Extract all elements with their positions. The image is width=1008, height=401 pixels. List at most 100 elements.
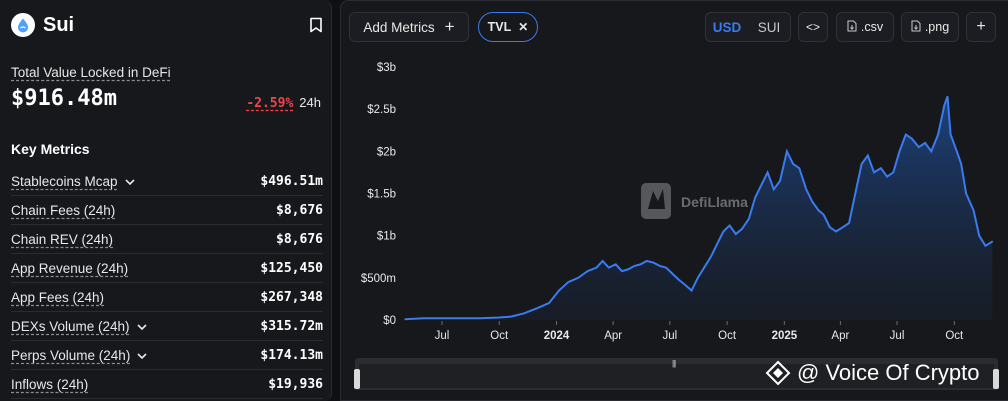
tvl-data-point xyxy=(956,150,958,153)
tvl-data-point xyxy=(972,209,975,212)
range-brush[interactable]: ||| xyxy=(354,358,999,390)
tvl-data-point xyxy=(946,95,949,98)
metric-name: Stablecoins Mcap xyxy=(11,174,135,189)
x-tick-label: Oct xyxy=(718,330,737,342)
tvl-data-point xyxy=(930,150,933,153)
metric-row: Inflows (24h) $19,936 xyxy=(11,370,323,399)
tvl-area xyxy=(405,96,993,320)
tvl-data-point xyxy=(766,171,769,174)
tvl-data-point xyxy=(697,277,699,279)
tvl-label[interactable]: Total Value Locked in DeFi xyxy=(11,65,171,80)
add-metrics-button[interactable]: Add Metrics + xyxy=(349,12,469,42)
chain-overview-panel: Sui Total Value Locked in DeFi $916.48m … xyxy=(0,0,332,401)
tvl-data-point xyxy=(577,277,580,279)
key-metrics-title: Key Metrics xyxy=(11,141,90,157)
x-tick-label: Apr xyxy=(831,330,849,342)
chevron-down-icon[interactable] xyxy=(136,319,147,334)
tvl-data-point xyxy=(659,265,661,267)
tvl-data-point xyxy=(924,142,926,144)
tvl-points xyxy=(404,95,994,321)
more-options-button[interactable]: + xyxy=(966,12,996,42)
metric-row[interactable]: Stablecoins Mcap $496.51m xyxy=(11,167,323,196)
sui-logo-icon xyxy=(11,13,35,37)
bookmark-icon[interactable] xyxy=(309,17,323,38)
tvl-data-point xyxy=(601,260,604,262)
metric-row[interactable]: DEXs Volume (24h) $315.72m xyxy=(11,312,323,341)
currency-sui-option[interactable]: SUI xyxy=(757,19,781,35)
y-axis: $0 $500m $1b $1.5b $2b $2.5b $3b xyxy=(361,62,396,327)
metric-row[interactable]: Perps Volume (24h) $174.13m xyxy=(11,341,323,370)
x-tick-label: 2025 xyxy=(772,330,798,342)
tvl-data-point xyxy=(716,243,718,245)
metric-label[interactable]: Chain Fees (24h) xyxy=(11,202,116,218)
tvl-data-point xyxy=(735,233,737,235)
tvl-data-point xyxy=(898,150,901,153)
tvl-data-point xyxy=(984,245,987,247)
download-png-button[interactable]: .png xyxy=(901,12,959,42)
chart-panel: Add Metrics + TVL ✕ USD SUI <> .csv .png xyxy=(340,0,1008,401)
defillama-watermark-text: DefiLlama xyxy=(681,194,748,210)
metric-value: $8,676 xyxy=(276,231,323,247)
overlay-watermark: @ Voice Of Crypto xyxy=(765,360,980,386)
currency-toggle: USD SUI xyxy=(705,12,791,42)
tvl-data-point xyxy=(722,230,725,233)
close-icon[interactable]: ✕ xyxy=(518,20,529,34)
brush-handle-right[interactable] xyxy=(993,369,999,389)
brush-handle-left[interactable] xyxy=(354,369,360,389)
tvl-data-point xyxy=(523,312,525,315)
png-label: .png xyxy=(924,20,950,34)
tvl-data-point xyxy=(817,209,820,212)
tvl-data-point xyxy=(548,302,550,304)
chevron-down-icon[interactable] xyxy=(124,174,135,189)
tvl-change-percent: -2.59% xyxy=(246,96,294,111)
tvl-data-point xyxy=(710,256,712,258)
tvl-change: -2.59% 24h xyxy=(246,95,321,111)
tvl-data-point xyxy=(978,234,980,237)
tvl-data-point xyxy=(965,192,967,195)
chevron-down-icon[interactable] xyxy=(137,348,147,363)
metric-label[interactable]: App Fees (24h) xyxy=(11,289,105,305)
metric-label[interactable]: Stablecoins Mcap xyxy=(11,173,118,189)
csv-label: .csv xyxy=(860,20,884,34)
chain-header: Sui xyxy=(11,12,325,38)
metric-row: App Fees (24h) $267,348 xyxy=(11,283,323,312)
embed-code-button[interactable]: <> xyxy=(798,12,828,42)
x-tick-label: 2024 xyxy=(544,330,570,342)
download-csv-button[interactable]: .csv xyxy=(836,12,894,42)
metric-value: $19,936 xyxy=(268,376,323,392)
tvl-data-point xyxy=(671,272,674,275)
metric-name: Chain Fees (24h) xyxy=(11,203,115,218)
tvl-data-point xyxy=(873,171,875,174)
overlay-watermark-text: @ Voice Of Crypto xyxy=(797,360,980,385)
plus-icon: + xyxy=(976,18,986,35)
brush-grip-icon[interactable]: ||| xyxy=(672,359,676,368)
tvl-data-point xyxy=(822,213,825,216)
metric-label[interactable]: DEXs Volume (24h) xyxy=(11,318,130,334)
x-tick-label: Oct xyxy=(490,330,509,342)
metric-label[interactable]: App Revenue (24h) xyxy=(11,260,129,276)
tvl-data-point xyxy=(991,240,994,243)
tvl-data-point xyxy=(510,315,512,318)
tvl-data-point xyxy=(646,260,648,262)
tvl-data-point xyxy=(586,270,589,272)
tvl-area-chart[interactable]: DefiLlama $0 $500m $1b $1.5b $2b $2.5b $3b Jul… xyxy=(341,51,1008,351)
metric-label[interactable]: Chain REV (24h) xyxy=(11,231,114,247)
x-tick-label: Oct xyxy=(945,330,964,342)
tvl-data-point xyxy=(779,180,781,182)
chain-name: Sui xyxy=(43,13,75,36)
tvl-metric-chip[interactable]: TVL ✕ xyxy=(478,12,538,42)
currency-usd-option[interactable]: USD xyxy=(712,19,742,35)
metric-label[interactable]: Perps Volume (24h) xyxy=(11,347,131,363)
y-tick-label: $1.5b xyxy=(367,189,396,201)
add-metrics-label: Add Metrics xyxy=(363,19,435,35)
diamond-logo-icon xyxy=(765,360,791,386)
tvl-data-point xyxy=(748,218,750,220)
tvl-data-point xyxy=(892,171,895,174)
tvl-data-point xyxy=(792,163,794,165)
tvl-data-point xyxy=(811,201,814,203)
metric-label[interactable]: Inflows (24h) xyxy=(11,376,89,392)
metric-name: App Fees (24h) xyxy=(11,290,104,305)
tvl-data-point xyxy=(567,281,570,283)
tvl-data-point xyxy=(595,266,598,269)
tvl-data-point xyxy=(536,307,538,310)
